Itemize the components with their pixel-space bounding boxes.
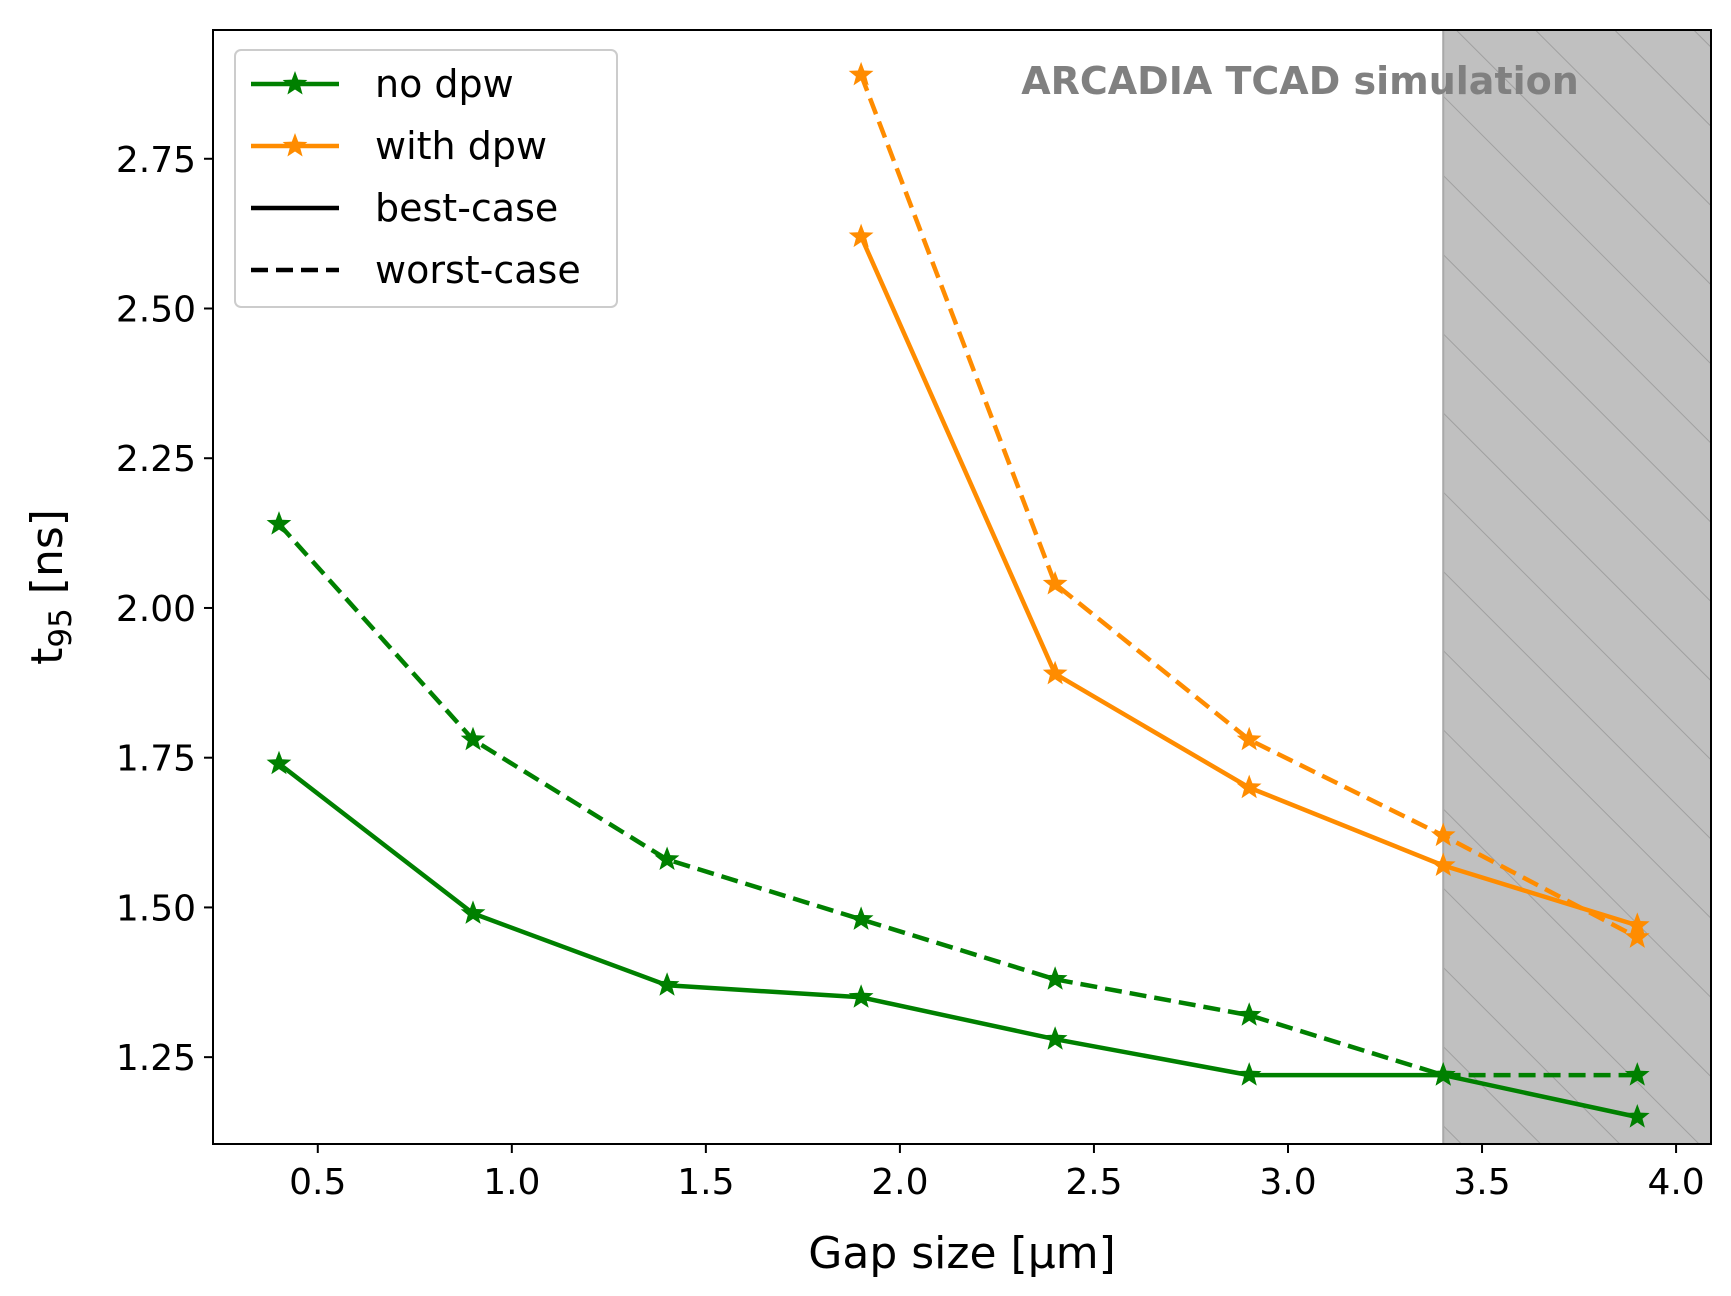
data-point-marker bbox=[1236, 774, 1262, 799]
data-point-marker bbox=[848, 906, 874, 930]
legend-label: worst-case bbox=[375, 248, 581, 292]
plot-frame bbox=[212, 29, 1712, 1145]
x-tick-label: 2.0 bbox=[871, 1162, 928, 1203]
x-axis-label: Gap size [μm] bbox=[808, 1228, 1115, 1279]
data-point-marker bbox=[1430, 1062, 1456, 1086]
data-point-marker bbox=[266, 750, 292, 775]
x-tick-label: 3.0 bbox=[1259, 1162, 1316, 1203]
data-point-marker bbox=[848, 984, 874, 1008]
y-tick-label: 2.25 bbox=[116, 439, 196, 480]
data-point-marker bbox=[266, 511, 292, 535]
y-tick-label: 2.00 bbox=[116, 589, 196, 630]
data-point-marker bbox=[460, 900, 486, 924]
annotation-text: ARCADIA TCAD simulation bbox=[1021, 59, 1579, 103]
legend-label: with dpw bbox=[375, 124, 547, 168]
data-point-marker bbox=[1042, 660, 1068, 685]
data-point-marker bbox=[460, 726, 486, 751]
data-point-marker bbox=[1624, 924, 1650, 948]
legend-label: best-case bbox=[375, 186, 558, 230]
legend-frame bbox=[234, 49, 618, 308]
data-point-marker bbox=[1624, 1104, 1650, 1128]
y-axis-label-unit: [ns] bbox=[22, 509, 73, 608]
data-point-marker bbox=[1430, 822, 1456, 847]
series-with-dpw-best-case bbox=[848, 223, 1650, 936]
data-point-marker bbox=[654, 846, 680, 870]
legend-label: no dpw bbox=[375, 62, 514, 106]
x-tick-label: 1.5 bbox=[677, 1162, 734, 1203]
series-no-dpw-worst-case bbox=[266, 511, 1650, 1086]
data-point-marker bbox=[848, 223, 874, 248]
x-tick-label: 3.5 bbox=[1453, 1162, 1510, 1203]
legend: no dpw with dpw best-case worst-case bbox=[234, 49, 618, 308]
y-axis-label: t95 [ns] bbox=[22, 509, 79, 665]
x-tick-label: 1.0 bbox=[483, 1162, 540, 1203]
data-point-marker bbox=[654, 972, 680, 996]
data-point-marker bbox=[1430, 852, 1456, 876]
data-point-marker bbox=[1624, 912, 1650, 936]
legend-marker bbox=[282, 71, 308, 95]
x-tick-label: 2.5 bbox=[1065, 1162, 1122, 1203]
y-axis-label-main: t bbox=[22, 648, 73, 665]
data-point-marker bbox=[1236, 1002, 1262, 1026]
data-point-marker bbox=[1042, 1026, 1068, 1050]
y-tick-label: 2.50 bbox=[116, 290, 196, 331]
x-tick-label: 4.0 bbox=[1647, 1162, 1704, 1203]
series-with-dpw-worst-case bbox=[848, 61, 1650, 948]
data-point-marker bbox=[848, 61, 874, 86]
data-point-marker bbox=[1042, 571, 1068, 595]
y-tick-label: 1.75 bbox=[116, 739, 196, 780]
x-tick-label: 0.5 bbox=[289, 1162, 346, 1203]
data-point-marker bbox=[1624, 1062, 1650, 1086]
y-tick-label: 1.25 bbox=[116, 1038, 196, 1079]
data-point-marker bbox=[1236, 1062, 1262, 1086]
y-tick-label: 2.75 bbox=[116, 140, 196, 181]
data-point-marker bbox=[1236, 726, 1262, 751]
series-line bbox=[277, 761, 1638, 1120]
y-axis-label-subscript: 95 bbox=[43, 608, 79, 647]
y-tick-label: 1.50 bbox=[116, 888, 196, 929]
legend-marker bbox=[282, 133, 308, 157]
data-point-marker bbox=[1042, 966, 1068, 990]
series-line bbox=[277, 522, 1638, 1078]
series-line bbox=[858, 74, 1639, 940]
shaded-region-hatch bbox=[1443, 30, 1711, 1144]
